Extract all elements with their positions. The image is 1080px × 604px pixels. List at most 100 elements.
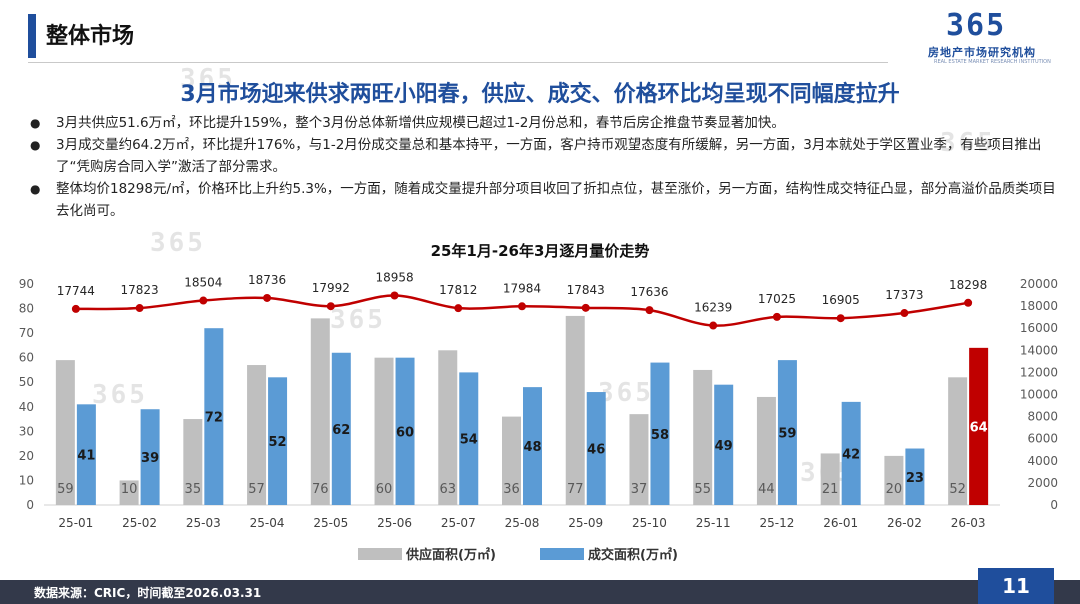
price-value-label: 17843	[567, 283, 605, 297]
y-left-tick-label: 0	[26, 498, 34, 512]
y-left-tick-label: 20	[19, 449, 34, 463]
x-tick-label: 26-03	[951, 516, 986, 530]
logo-number: 365	[946, 8, 1007, 43]
y-right-tick-label: 18000	[1020, 299, 1058, 313]
x-tick-label: 25-03	[186, 516, 221, 530]
supply-value-label: 10	[121, 482, 138, 497]
deal-value-label: 41	[77, 449, 95, 464]
y-left-tick-label: 80	[19, 302, 34, 316]
deal-bar	[586, 392, 606, 505]
y-right-tick-label: 8000	[1027, 410, 1058, 424]
page-number: 11	[978, 568, 1054, 604]
supply-value-label: 63	[439, 482, 456, 497]
bullet-dot-icon: ●	[30, 138, 41, 152]
supply-value-label: 59	[57, 482, 74, 497]
supply-bar	[310, 318, 330, 505]
x-tick-label: 25-06	[377, 516, 412, 530]
header-accent	[28, 14, 36, 58]
supply-bar	[119, 480, 139, 505]
footer: 数据来源：CRIC，时间截至2026.03.31	[0, 580, 1080, 604]
y-right-tick-label: 10000	[1020, 388, 1058, 402]
deal-value-label: 49	[715, 439, 733, 454]
x-tick-label: 25-08	[505, 516, 540, 530]
y-right-tick-label: 2000	[1027, 476, 1058, 490]
x-tick-label: 25-07	[441, 516, 476, 530]
price-point	[199, 296, 208, 305]
supply-bar	[756, 396, 776, 505]
deal-value-label: 72	[205, 411, 223, 426]
deal-bar	[76, 404, 96, 505]
x-tick-label: 25-01	[58, 516, 93, 530]
logo-text: 房地产市场研究机构	[928, 46, 1036, 59]
price-point	[645, 306, 654, 315]
price-value-label: 17992	[312, 281, 350, 295]
supply-bar	[438, 350, 458, 505]
deal-value-label: 48	[523, 440, 541, 455]
price-point	[390, 291, 399, 300]
deal-bar	[650, 362, 670, 505]
supply-bar	[55, 360, 75, 505]
deal-bar	[395, 357, 415, 505]
brand-logo: 365 房地产市场研究机构 REAL ESTATE MARKET RESEARC…	[924, 8, 1054, 66]
deal-bar	[777, 360, 797, 505]
bullet-item: ● 整体均价18298元/㎡，价格环比上升约5.3%，一方面，随着成交量提升部分项…	[30, 178, 1060, 222]
deal-bar	[204, 328, 224, 505]
deal-bar	[905, 448, 925, 505]
price-point	[709, 321, 718, 330]
legend-label-deal: 成交面积(万㎡)	[588, 547, 678, 563]
supply-bar	[247, 365, 267, 505]
price-point	[581, 303, 590, 312]
deal-bar	[331, 352, 351, 505]
deal-value-label: 46	[587, 443, 605, 458]
page-title: 整体市场	[46, 24, 135, 49]
chart-title: 25年1月-26年3月逐月量价走势	[430, 242, 650, 260]
legend-swatch-deal	[540, 548, 584, 560]
y-right-tick-label: 6000	[1027, 432, 1058, 446]
y-left-tick-label: 70	[19, 326, 34, 340]
price-point	[135, 304, 144, 313]
y-left-tick-label: 90	[19, 277, 34, 291]
price-value-label: 18298	[949, 278, 987, 292]
y-right-tick-label: 16000	[1020, 321, 1058, 335]
price-point	[836, 314, 845, 323]
price-point	[518, 302, 526, 311]
deal-value-label: 42	[842, 447, 860, 462]
deal-bar	[714, 384, 734, 505]
x-tick-label: 25-11	[696, 516, 731, 530]
y-right-tick-label: 14000	[1020, 343, 1058, 357]
supply-value-label: 77	[567, 482, 584, 497]
y-left-tick-label: 60	[19, 351, 34, 365]
supply-bar	[565, 315, 585, 505]
deal-bar	[140, 409, 160, 505]
bullet-item: ● 3月成交量约64.2万㎡，环比提升176%，与1-2月份成交量总和基本持平，一…	[30, 134, 1060, 178]
supply-value-label: 36	[503, 482, 520, 497]
supply-bar	[502, 416, 521, 505]
bullet-item: ● 3月共供应51.6万㎡，环比提升159%，整个3月份总体新增供应规模已超过1-…	[30, 112, 1060, 134]
supply-value-label: 52	[949, 482, 966, 497]
supply-bar	[820, 453, 840, 505]
supply-bar	[629, 414, 649, 505]
price-point	[900, 309, 909, 318]
header: 整体市场	[0, 0, 1080, 70]
price-value-label: 18958	[375, 271, 413, 285]
x-tick-label: 25-09	[568, 516, 603, 530]
deal-value-label: 39	[141, 451, 159, 466]
price-value-label: 18736	[248, 273, 286, 287]
price-point	[964, 298, 973, 307]
y-right-tick-label: 12000	[1020, 365, 1058, 379]
supply-bar	[948, 377, 968, 505]
deal-bar	[523, 387, 542, 505]
supply-value-label: 21	[822, 482, 839, 497]
deal-bar	[459, 372, 479, 505]
deal-value-label: 59	[778, 427, 796, 442]
price-value-label: 16905	[822, 293, 860, 307]
price-value-label: 17744	[57, 284, 95, 298]
supply-bar	[693, 369, 713, 505]
headline: 3月市场迎来供求两旺小阳春，供应、成交、价格环比均呈现不同幅度拉升	[180, 82, 900, 107]
y-left-tick-label: 40	[19, 400, 34, 414]
x-tick-label: 25-02	[122, 516, 157, 530]
bullet-dot-icon: ●	[30, 116, 41, 130]
supply-value-label: 55	[694, 482, 711, 497]
deal-bar	[969, 347, 989, 505]
bullet-dot-icon: ●	[30, 182, 41, 196]
